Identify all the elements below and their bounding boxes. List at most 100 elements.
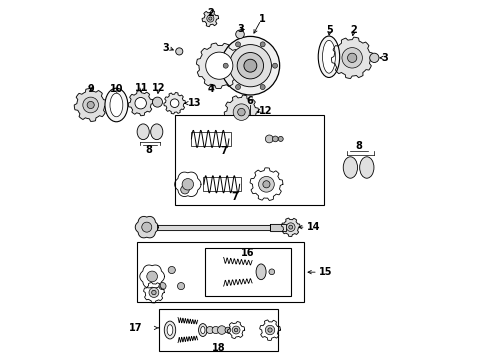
Text: 14: 14	[306, 222, 320, 232]
Text: 15: 15	[318, 267, 332, 277]
Text: 4: 4	[208, 84, 215, 94]
Bar	[137, 242, 304, 302]
Circle shape	[212, 327, 220, 334]
Polygon shape	[260, 320, 280, 341]
Bar	[191, 132, 231, 146]
Text: 12: 12	[259, 106, 273, 116]
Circle shape	[269, 269, 275, 275]
Circle shape	[342, 48, 363, 68]
Polygon shape	[196, 43, 242, 89]
Circle shape	[369, 53, 379, 63]
Text: 18: 18	[212, 343, 225, 353]
Text: 3: 3	[237, 23, 244, 33]
Circle shape	[207, 15, 214, 22]
Circle shape	[233, 104, 250, 120]
Ellipse shape	[201, 327, 205, 334]
Polygon shape	[164, 93, 185, 114]
Text: 7: 7	[220, 147, 227, 157]
Circle shape	[347, 53, 357, 63]
Circle shape	[147, 271, 157, 282]
Circle shape	[237, 53, 264, 79]
Ellipse shape	[151, 124, 163, 140]
Circle shape	[238, 108, 245, 116]
Circle shape	[218, 326, 226, 334]
Polygon shape	[140, 265, 165, 288]
Text: 2: 2	[350, 25, 357, 35]
Circle shape	[152, 290, 156, 295]
Circle shape	[236, 42, 241, 47]
Text: 2: 2	[207, 8, 214, 18]
Circle shape	[244, 59, 257, 72]
Circle shape	[229, 45, 271, 87]
Circle shape	[225, 327, 231, 333]
Ellipse shape	[110, 93, 123, 117]
Circle shape	[236, 85, 241, 90]
Ellipse shape	[167, 325, 173, 336]
Ellipse shape	[360, 157, 374, 178]
Polygon shape	[250, 168, 283, 201]
Circle shape	[272, 63, 277, 68]
Polygon shape	[175, 172, 201, 197]
Circle shape	[177, 283, 185, 290]
Circle shape	[266, 135, 273, 143]
Circle shape	[171, 99, 179, 108]
Circle shape	[206, 52, 233, 79]
Text: 7: 7	[231, 192, 238, 202]
Circle shape	[206, 327, 214, 334]
Ellipse shape	[256, 264, 266, 280]
Polygon shape	[224, 95, 259, 129]
Bar	[203, 177, 241, 192]
Circle shape	[278, 136, 283, 141]
Circle shape	[263, 181, 270, 188]
Circle shape	[87, 102, 94, 109]
Polygon shape	[227, 321, 245, 338]
Polygon shape	[223, 257, 252, 286]
Polygon shape	[74, 89, 107, 121]
Circle shape	[260, 42, 265, 47]
Text: 13: 13	[188, 98, 201, 108]
Circle shape	[149, 288, 159, 297]
Polygon shape	[270, 224, 286, 231]
Circle shape	[181, 185, 189, 194]
Polygon shape	[281, 218, 300, 237]
Polygon shape	[178, 318, 197, 342]
Circle shape	[221, 36, 280, 95]
Circle shape	[209, 17, 212, 20]
Text: 9: 9	[87, 84, 94, 94]
Text: 11: 11	[135, 83, 148, 93]
Circle shape	[260, 85, 265, 90]
Bar	[175, 115, 323, 205]
Circle shape	[142, 222, 152, 232]
Circle shape	[286, 223, 295, 231]
Bar	[205, 248, 291, 296]
Circle shape	[234, 328, 238, 332]
Circle shape	[272, 136, 278, 142]
Circle shape	[159, 283, 166, 290]
Text: 8: 8	[355, 141, 362, 151]
Circle shape	[176, 48, 183, 55]
Text: 3: 3	[162, 43, 169, 53]
Ellipse shape	[318, 36, 340, 77]
Circle shape	[182, 179, 194, 190]
Ellipse shape	[198, 324, 207, 337]
Polygon shape	[202, 10, 219, 27]
Text: 12: 12	[152, 83, 165, 93]
Ellipse shape	[105, 88, 128, 122]
Circle shape	[265, 325, 275, 335]
Circle shape	[232, 326, 240, 334]
Text: 3: 3	[382, 53, 389, 63]
Circle shape	[236, 30, 245, 39]
Polygon shape	[144, 283, 164, 303]
Circle shape	[83, 97, 98, 113]
Ellipse shape	[322, 40, 335, 73]
Text: 6: 6	[246, 96, 253, 107]
Text: 10: 10	[110, 84, 124, 94]
Circle shape	[152, 97, 163, 107]
Circle shape	[135, 98, 147, 109]
Text: 17: 17	[129, 323, 143, 333]
Circle shape	[168, 266, 175, 274]
Circle shape	[289, 225, 293, 229]
Polygon shape	[128, 91, 153, 116]
Circle shape	[259, 176, 274, 192]
Text: 8: 8	[145, 145, 152, 156]
